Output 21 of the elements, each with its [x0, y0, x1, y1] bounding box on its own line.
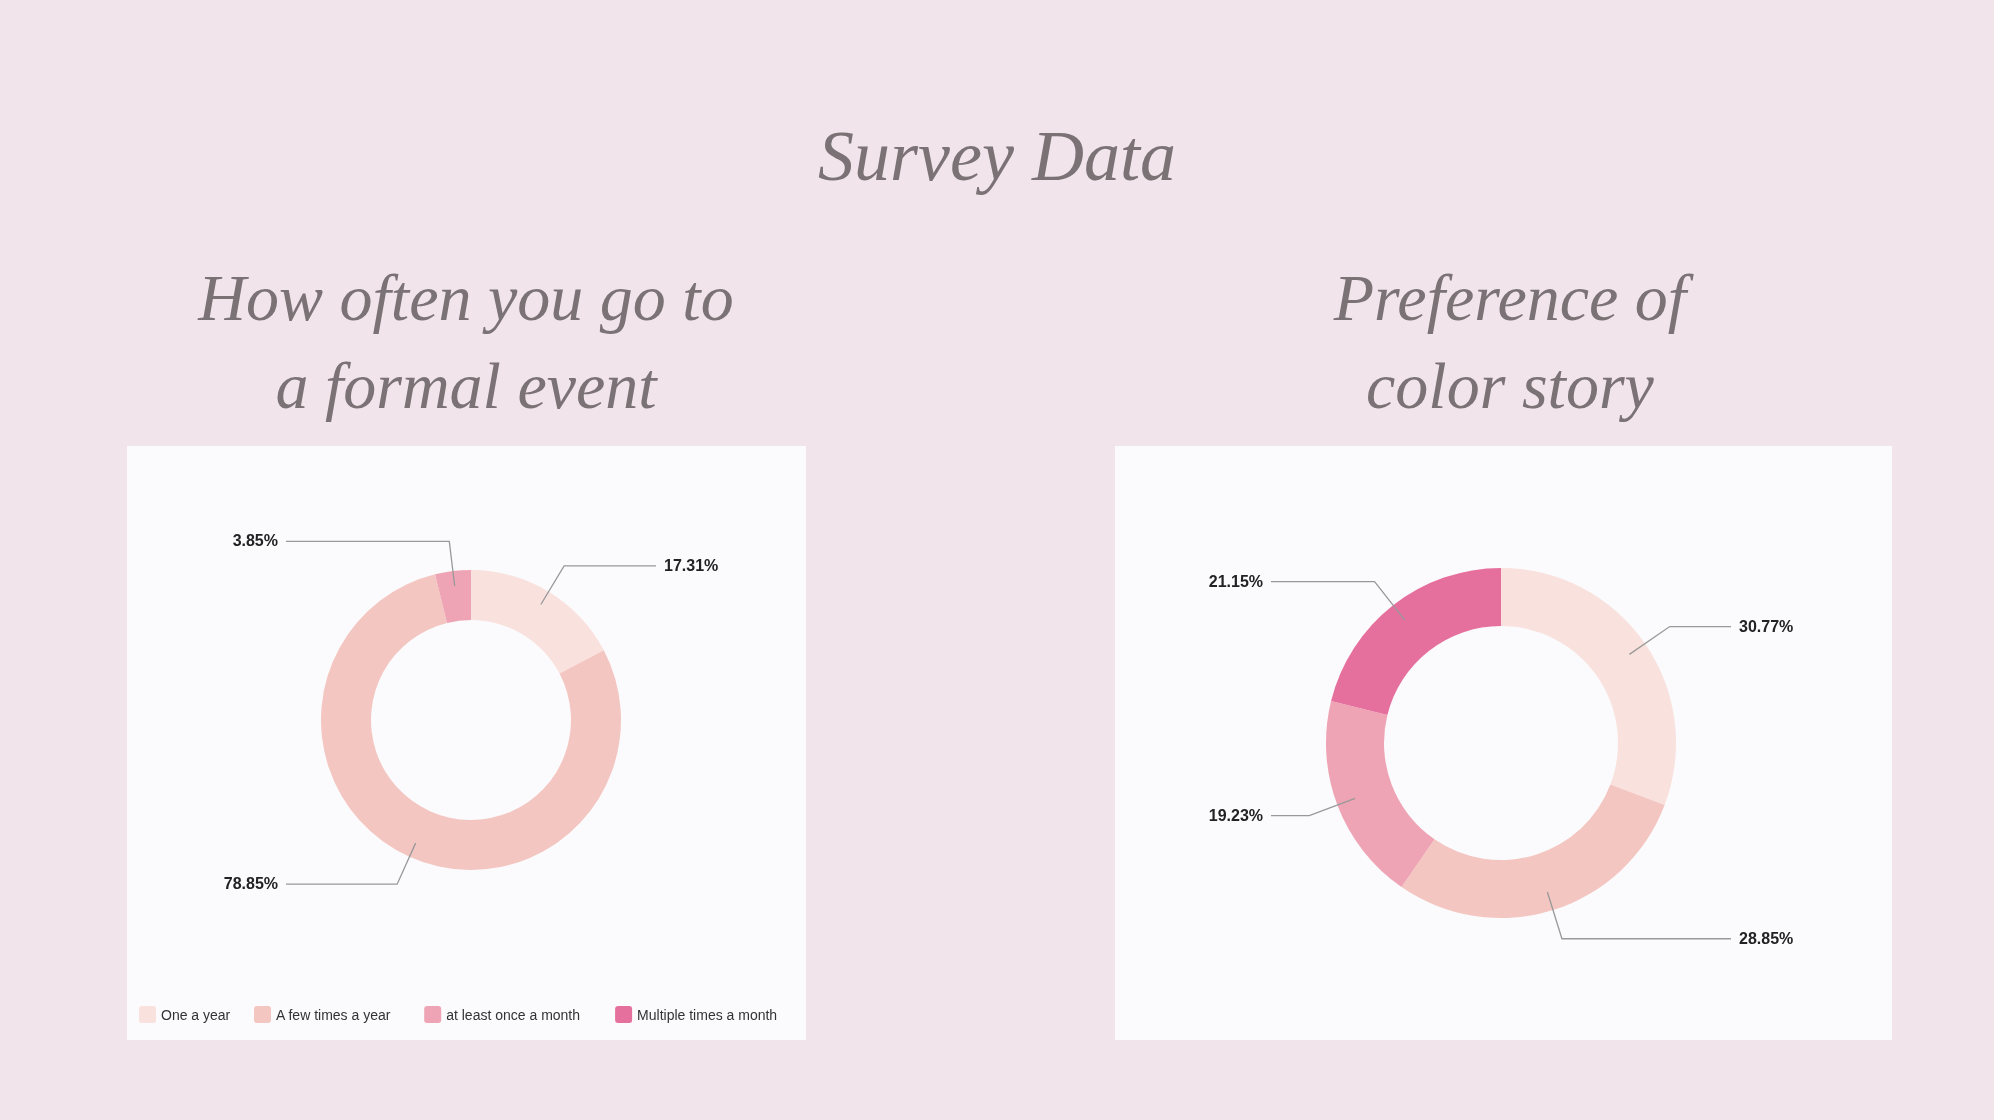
text: Survey Data: [818, 116, 1176, 196]
donut-slice: [1331, 568, 1501, 715]
data-label: 3.85%: [232, 532, 278, 550]
donut-slice: [435, 570, 471, 623]
legend-label: at least once a month: [446, 1007, 581, 1023]
donut-slice: [1326, 701, 1435, 887]
data-label: 19.23%: [1208, 806, 1263, 824]
data-label: 30.77%: [1739, 617, 1794, 635]
data-label: 28.85%: [1739, 929, 1794, 947]
chart-title: How often you go to a formal event: [197, 261, 734, 422]
data-label: 21.15%: [1208, 572, 1263, 590]
chart-title: Preference of color story: [1332, 261, 1694, 422]
legend-label: Multiple times a month: [637, 1007, 778, 1023]
legend-label: One a year: [161, 1007, 231, 1023]
donut-slice: [1401, 784, 1665, 918]
donut-slice: [471, 570, 604, 674]
donut-slice: [321, 574, 621, 870]
donut-slice: [1501, 568, 1676, 806]
data-label: 17.31%: [664, 556, 719, 574]
legend-label: A few times a year: [276, 1007, 391, 1023]
data-label: 78.85%: [223, 875, 278, 893]
